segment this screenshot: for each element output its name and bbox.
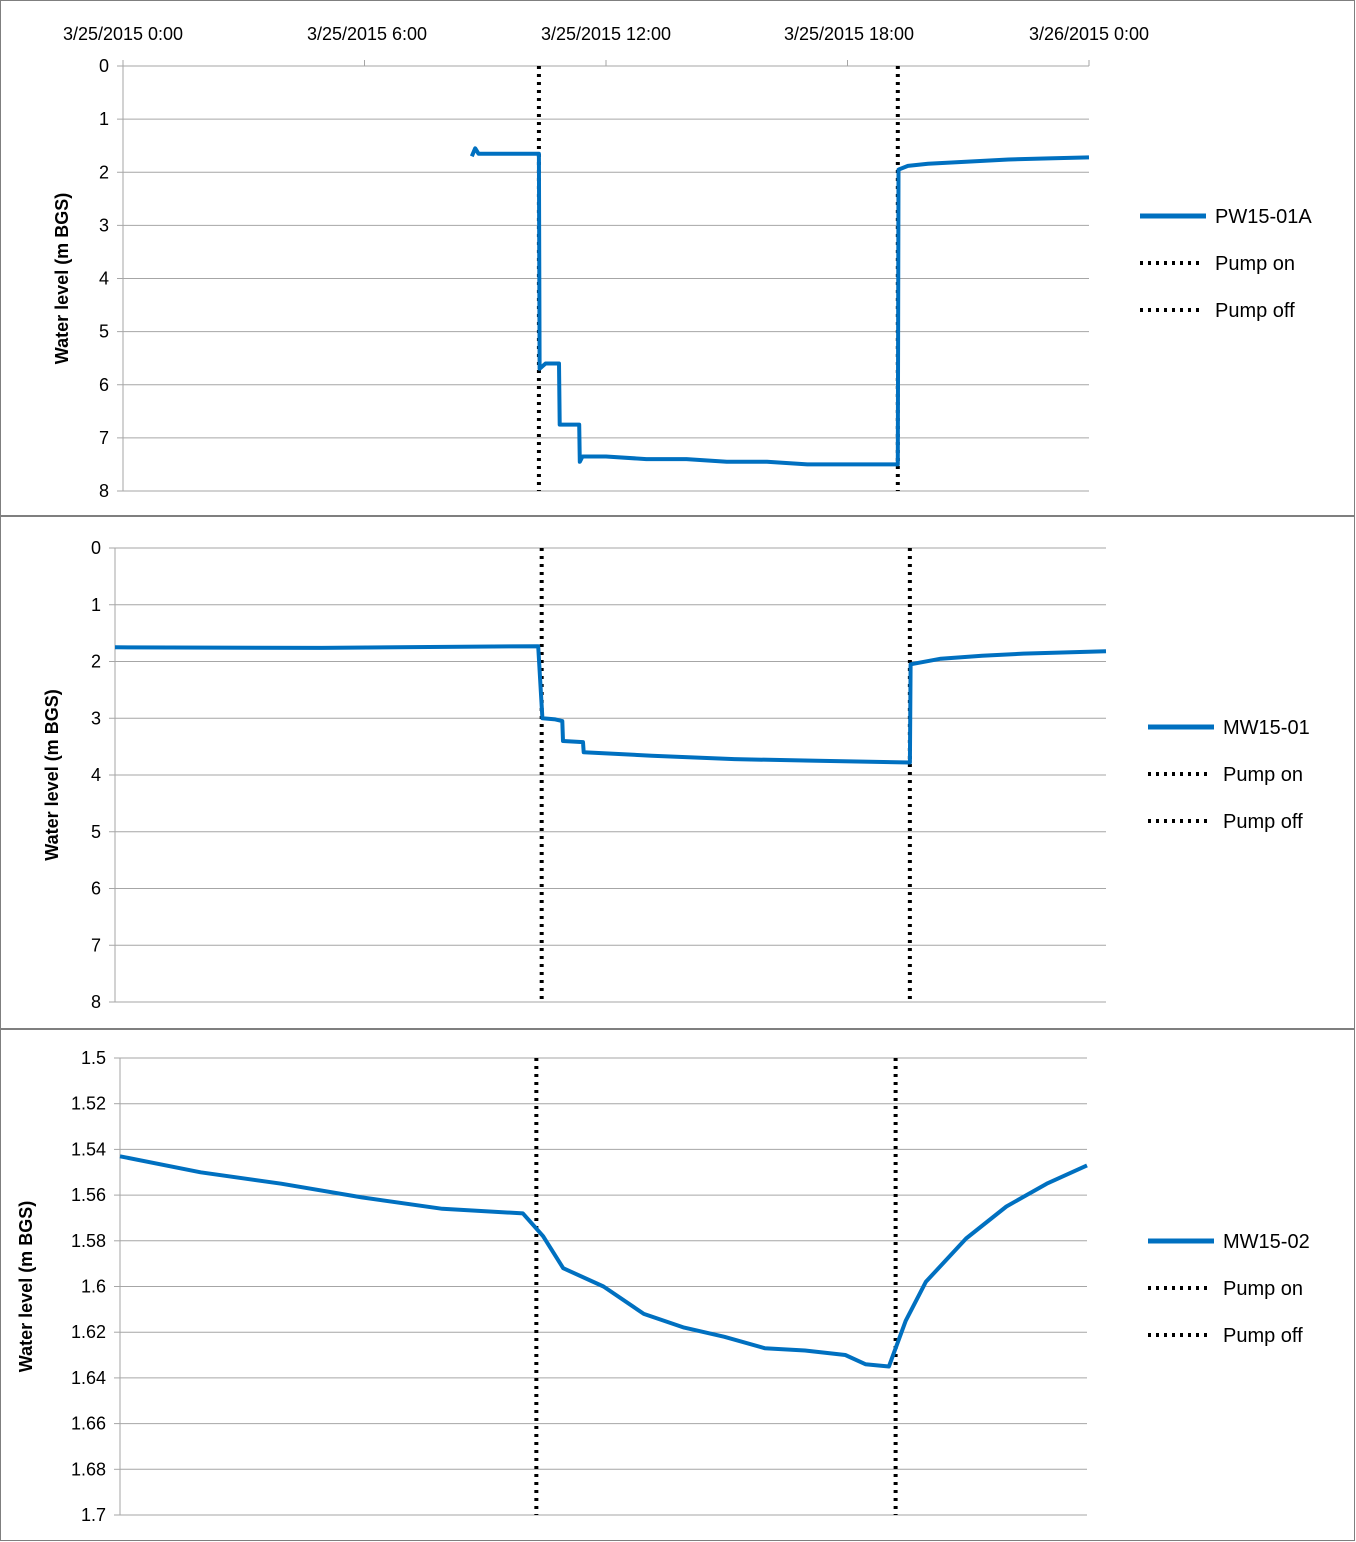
y-tick-label: 1 <box>99 109 109 129</box>
series-line <box>119 1154 1088 1369</box>
y-tick-label: 5 <box>91 822 101 842</box>
y-tick-label: 1.58 <box>71 1231 106 1251</box>
legend-label: Pump on <box>1223 1278 1303 1300</box>
legend-label: MW15-02 <box>1223 1231 1310 1253</box>
y-tick-label: 1.56 <box>71 1185 106 1205</box>
x-tick-label: 3/25/2015 12:00 <box>541 24 671 44</box>
y-tick-label: 1.7 <box>81 1505 106 1525</box>
y-tick-label: 4 <box>99 269 109 289</box>
chart-panel-mw15-01: 0 1 2 3 4 5 6 7 8 Water level (m BGS) MW15-01 Pump … <box>0 516 1355 1029</box>
y-tick-label: 1.68 <box>71 1459 106 1479</box>
series-line <box>469 146 1090 467</box>
chart-panel-mw15-02: 1.5 1.52 1.54 1.56 1.58 1.6 1.62 1.64 1.66 1.68 1.… <box>0 1029 1355 1541</box>
legend-label: Pump on <box>1223 764 1303 786</box>
x-tick-label: 3/25/2015 6:00 <box>307 24 427 44</box>
y-tick-label: 1.5 <box>81 1048 106 1068</box>
y-tick-label: 0 <box>91 538 101 558</box>
y-tick-label: 3 <box>91 708 101 728</box>
y-tick-label: 1.6 <box>81 1277 106 1297</box>
y-tick-label: 1.52 <box>71 1094 106 1114</box>
y-tick-label: 3 <box>99 215 109 235</box>
panel-border <box>0 0 1355 516</box>
y-tick-label: 1.54 <box>71 1139 106 1159</box>
y-tick-label: 1 <box>91 595 101 615</box>
y-tick-label: 5 <box>99 322 109 342</box>
x-axis-labels: 3/25/2015 0:00 3/25/2015 6:00 3/25/2015 … <box>63 24 1149 44</box>
y-tick-label: 6 <box>91 879 101 899</box>
series-line <box>114 644 1107 765</box>
y-tick-label: 1.62 <box>71 1322 106 1342</box>
legend-label: Pump off <box>1215 300 1295 322</box>
y-tick-label: 6 <box>99 375 109 395</box>
y-tick-label: 4 <box>91 765 101 785</box>
chart-panel-pw15-01a: 0 1 2 3 4 5 6 7 8 Water level (m BGS) PW15-01A Pump… <box>0 0 1355 516</box>
legend-label: Pump off <box>1223 1325 1303 1347</box>
legend-label: MW15-01 <box>1223 717 1310 739</box>
legend-label: Pump on <box>1215 253 1295 275</box>
y-tick-label: 7 <box>91 935 101 955</box>
legend-label: PW15-01A <box>1215 206 1312 228</box>
y-tick-label: 1.66 <box>71 1414 106 1434</box>
y-tick-label: 2 <box>91 652 101 672</box>
x-tick-label: 3/25/2015 18:00 <box>784 24 914 44</box>
y-tick-label: 1.64 <box>71 1368 106 1388</box>
panel-border <box>0 1029 1355 1541</box>
y-tick-label: 0 <box>99 56 109 76</box>
legend-label: Pump off <box>1223 811 1303 833</box>
y-axis-label: Water level (m BGS) <box>16 1201 36 1372</box>
x-tick-label: 3/26/2015 0:00 <box>1029 24 1149 44</box>
y-tick-label: 8 <box>91 992 101 1012</box>
x-tick-label: 3/25/2015 0:00 <box>63 24 183 44</box>
y-axis-label: Water level (m BGS) <box>42 689 62 860</box>
y-tick-label: 8 <box>99 481 109 501</box>
y-tick-label: 2 <box>99 162 109 182</box>
panel-border <box>0 516 1355 1029</box>
y-tick-label: 7 <box>99 428 109 448</box>
y-axis-label: Water level (m BGS) <box>52 193 72 364</box>
